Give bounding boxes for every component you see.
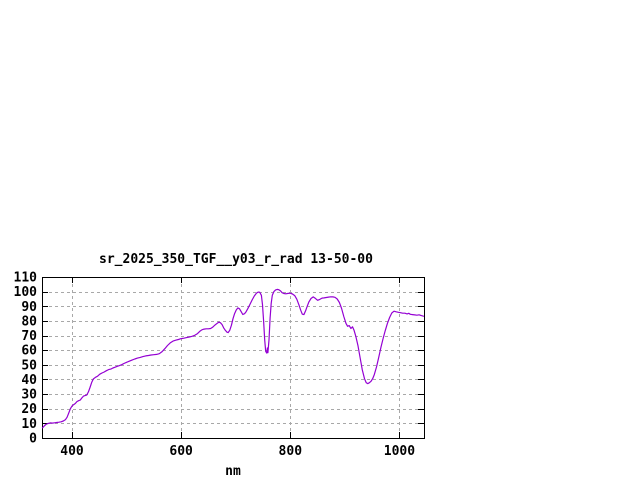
- y-tick-label: 60: [21, 344, 37, 359]
- y-tick-label: 80: [21, 314, 37, 329]
- radiance-line: [41, 288, 425, 429]
- plot-border: [42, 277, 425, 439]
- y-tick-label: 70: [21, 329, 37, 344]
- x-axis-labels: 400 600 800 1000: [60, 444, 415, 459]
- x-tick-label: 1000: [384, 444, 415, 459]
- y-tick-label: 0: [29, 432, 37, 447]
- axis-ticks: [42, 277, 424, 439]
- x-tick-label: 400: [60, 444, 84, 459]
- y-tick-label: 40: [21, 373, 37, 388]
- y-tick-label: 110: [14, 271, 38, 286]
- y-tick-label: 20: [21, 402, 37, 417]
- y-tick-label: 90: [21, 300, 37, 315]
- x-axis-title: nm: [225, 464, 241, 479]
- chart-title: sr_2025_350_TGF__y03_r_rad 13-50-00: [99, 252, 373, 267]
- y-tick-label: 100: [14, 285, 38, 300]
- y-tick-label: 30: [21, 388, 37, 403]
- y-tick-label: 10: [21, 417, 37, 432]
- x-tick-label: 800: [279, 444, 303, 459]
- y-tick-label: 50: [21, 358, 37, 373]
- x-tick-label: 600: [169, 444, 193, 459]
- grid-layer: [43, 278, 423, 437]
